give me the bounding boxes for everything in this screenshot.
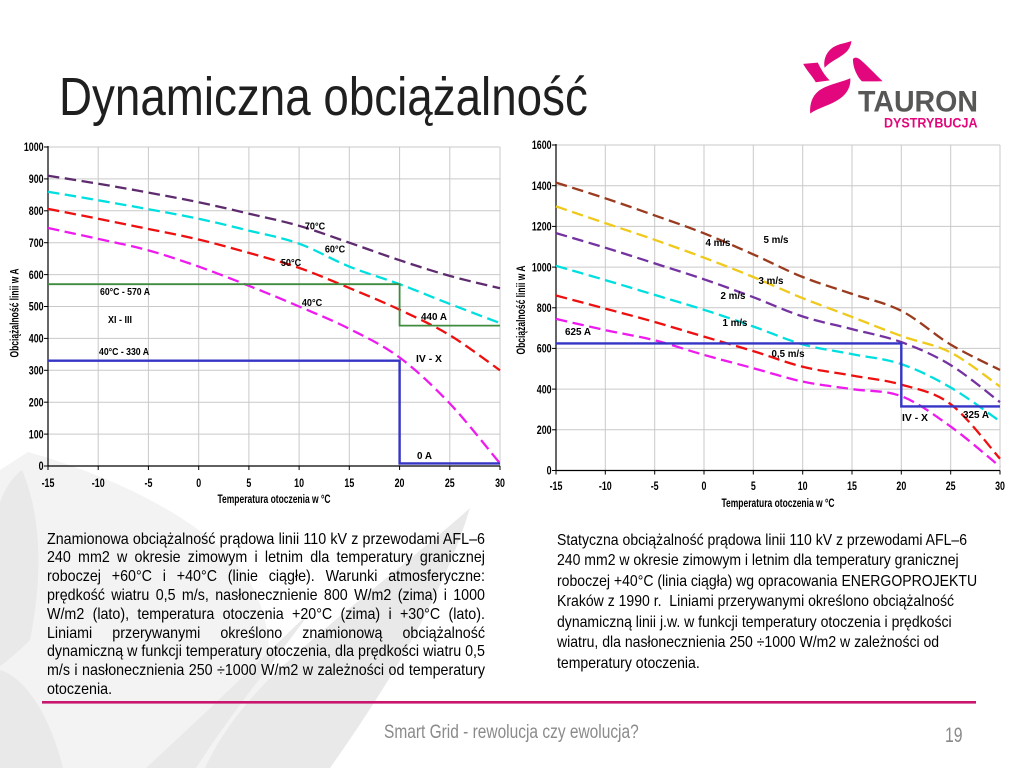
svg-text:20: 20	[896, 481, 906, 493]
svg-text:800: 800	[537, 303, 552, 315]
svg-text:-5: -5	[144, 478, 152, 490]
svg-text:100: 100	[29, 429, 44, 441]
svg-text:-10: -10	[92, 478, 105, 490]
svg-text:900: 900	[29, 174, 44, 186]
svg-text:1200: 1200	[532, 222, 552, 234]
svg-text:0 A: 0 A	[417, 450, 432, 462]
svg-text:60°C - 570 A: 60°C - 570 A	[100, 286, 150, 298]
svg-text:800: 800	[29, 206, 44, 218]
svg-text:Temperatura otoczenia w °C: Temperatura otoczenia w °C	[722, 498, 835, 510]
svg-text:400: 400	[29, 334, 44, 346]
svg-text:5: 5	[246, 478, 251, 490]
svg-text:0: 0	[39, 461, 44, 473]
svg-text:200: 200	[537, 425, 552, 437]
svg-text:10: 10	[798, 481, 808, 493]
svg-text:20: 20	[395, 478, 405, 490]
svg-text:IV - X: IV - X	[902, 412, 928, 424]
svg-text:15: 15	[344, 478, 354, 490]
svg-text:30: 30	[995, 481, 1005, 493]
svg-text:325 A: 325 A	[963, 409, 989, 421]
svg-text:IV - X: IV - X	[416, 353, 442, 365]
svg-text:3 m/s: 3 m/s	[759, 275, 784, 287]
svg-text:50°C: 50°C	[281, 257, 302, 269]
svg-text:XI - III: XI - III	[108, 314, 132, 326]
svg-text:25: 25	[946, 481, 956, 493]
svg-text:-15: -15	[42, 478, 55, 490]
svg-text:-10: -10	[599, 481, 612, 493]
svg-text:-15: -15	[550, 481, 563, 493]
svg-text:1400: 1400	[532, 181, 552, 193]
svg-text:5 m/s: 5 m/s	[764, 234, 789, 246]
svg-text:Temperatura otoczenia w °C: Temperatura otoczenia w °C	[218, 494, 331, 506]
svg-text:0: 0	[702, 481, 707, 493]
svg-text:Obciążalność linii w A: Obciążalność linii w A	[10, 269, 22, 358]
svg-text:200: 200	[29, 397, 44, 409]
svg-text:1000: 1000	[24, 142, 44, 154]
svg-text:0: 0	[196, 478, 201, 490]
svg-text:1000: 1000	[532, 262, 552, 274]
svg-text:5: 5	[751, 481, 756, 493]
svg-text:600: 600	[29, 270, 44, 282]
svg-text:30: 30	[495, 478, 505, 490]
svg-text:400: 400	[537, 384, 552, 396]
svg-text:TAURON: TAURON	[858, 86, 978, 119]
svg-text:4 m/s: 4 m/s	[706, 237, 731, 249]
svg-text:625 A: 625 A	[565, 326, 591, 338]
svg-text:300: 300	[29, 366, 44, 378]
svg-text:0: 0	[547, 466, 552, 478]
svg-text:440 A: 440 A	[421, 311, 447, 323]
svg-text:-5: -5	[651, 481, 659, 493]
svg-text:0,5 m/s: 0,5 m/s	[772, 348, 805, 360]
svg-text:25: 25	[445, 478, 455, 490]
svg-text:70°C: 70°C	[305, 220, 326, 232]
svg-text:500: 500	[29, 302, 44, 314]
svg-text:1 m/s: 1 m/s	[723, 317, 748, 329]
svg-text:15: 15	[847, 481, 857, 493]
svg-text:DYSTRYBUCJA: DYSTRYBUCJA	[884, 116, 978, 132]
svg-text:60°C: 60°C	[325, 243, 346, 255]
svg-text:700: 700	[29, 238, 44, 250]
svg-text:2 m/s: 2 m/s	[721, 290, 746, 302]
svg-text:Obciążalność linii w A: Obciążalność linii w A	[516, 266, 528, 355]
svg-text:600: 600	[537, 344, 552, 356]
svg-text:40°C: 40°C	[302, 297, 323, 309]
svg-text:40°C - 330 A: 40°C - 330 A	[99, 346, 149, 358]
svg-text:10: 10	[294, 478, 304, 490]
svg-text:1600: 1600	[532, 140, 552, 152]
